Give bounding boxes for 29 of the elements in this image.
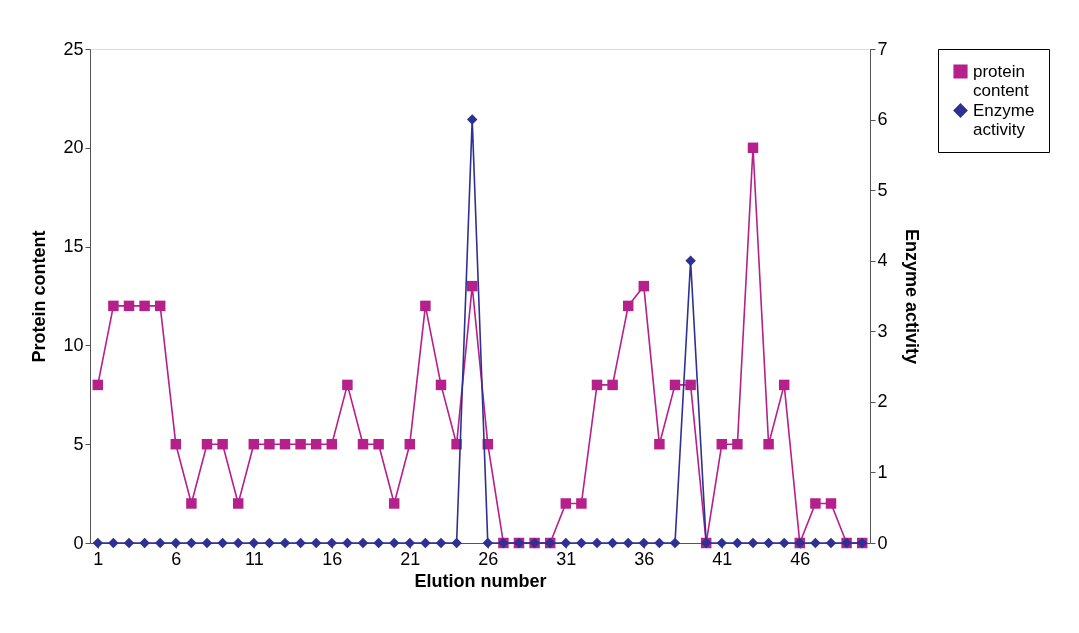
- x-tick-label: 16: [322, 548, 343, 569]
- y-axis-title: Protein content: [29, 230, 50, 363]
- x-tick-label: 11: [244, 548, 264, 569]
- legend-label: protein content: [973, 61, 1030, 100]
- y2-tick-label: 0: [877, 532, 888, 553]
- y2-tick-label: 1: [877, 461, 888, 482]
- x-axis-title: Elution number: [414, 570, 547, 591]
- y-tick-label: 15: [63, 236, 84, 257]
- y2-axis-title: Enzyme activity: [901, 228, 922, 365]
- y2-tick-label: 3: [877, 320, 888, 341]
- y2-tick-label: 7: [877, 38, 888, 59]
- x-tick-label: 41: [712, 548, 733, 569]
- x-tick-label: 36: [634, 548, 655, 569]
- x-tick-label: 31: [556, 548, 577, 569]
- y-tick-label: 25: [63, 38, 84, 59]
- y-tick-label: 0: [73, 532, 84, 553]
- x-tick-label: 6: [171, 548, 182, 569]
- y2-tick-label: 6: [877, 109, 888, 130]
- y2-tick-label: 2: [877, 391, 888, 412]
- y-tick-label: 20: [63, 137, 84, 158]
- y-tick-label: 10: [63, 334, 84, 355]
- y2-tick-label: 4: [877, 250, 888, 271]
- y2-tick-label: 5: [877, 179, 888, 200]
- y-tick-label: 5: [73, 433, 84, 454]
- x-tick-label: 21: [400, 548, 421, 569]
- x-tick-label: 46: [790, 548, 811, 569]
- x-tick-label: 26: [478, 548, 499, 569]
- x-tick-label: 1: [93, 548, 104, 569]
- legend-label: Enzyme activity: [973, 100, 1035, 139]
